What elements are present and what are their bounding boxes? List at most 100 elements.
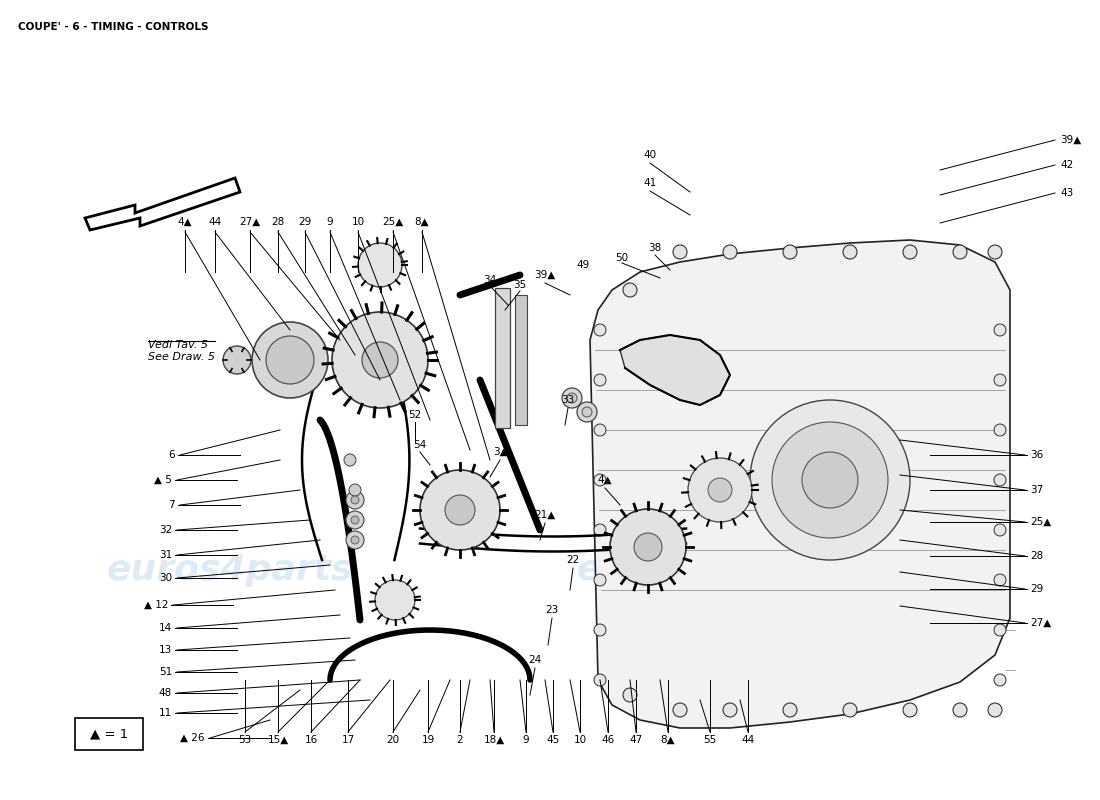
Polygon shape (620, 335, 730, 405)
Polygon shape (590, 240, 1010, 728)
Text: 38: 38 (648, 243, 661, 253)
Text: 9: 9 (327, 217, 333, 227)
Text: 17: 17 (341, 735, 354, 745)
Text: 53: 53 (239, 735, 252, 745)
Text: ▲ = 1: ▲ = 1 (90, 727, 128, 741)
Circle shape (332, 312, 428, 408)
Circle shape (723, 245, 737, 259)
Text: 16: 16 (305, 735, 318, 745)
Circle shape (723, 703, 737, 717)
Text: 46: 46 (602, 735, 615, 745)
Text: 52: 52 (408, 410, 421, 420)
Circle shape (772, 422, 888, 538)
Circle shape (582, 407, 592, 417)
Text: 4▲: 4▲ (178, 217, 192, 227)
Circle shape (223, 346, 251, 374)
Text: 8▲: 8▲ (415, 217, 429, 227)
Text: 22: 22 (566, 555, 580, 565)
Circle shape (802, 452, 858, 508)
Text: 21▲: 21▲ (535, 510, 556, 520)
Circle shape (594, 474, 606, 486)
Circle shape (903, 703, 917, 717)
Text: 41: 41 (644, 178, 657, 188)
Circle shape (994, 624, 1006, 636)
Circle shape (708, 478, 732, 502)
Text: ▲ 5: ▲ 5 (154, 475, 172, 485)
Text: 44: 44 (741, 735, 755, 745)
Text: 11: 11 (158, 708, 172, 718)
Circle shape (994, 324, 1006, 336)
Text: 39▲: 39▲ (1060, 135, 1081, 145)
Text: 27▲: 27▲ (1030, 618, 1052, 628)
Text: 44: 44 (208, 217, 221, 227)
Text: 20: 20 (386, 735, 399, 745)
Circle shape (623, 283, 637, 297)
Text: 10: 10 (573, 735, 586, 745)
Circle shape (346, 531, 364, 549)
Text: euros4parts: euros4parts (576, 553, 823, 587)
Text: 37: 37 (1030, 485, 1043, 495)
Text: 3▲: 3▲ (493, 447, 507, 457)
Text: Vedi Tav. 5
See Draw. 5: Vedi Tav. 5 See Draw. 5 (148, 340, 214, 362)
Text: 47: 47 (629, 735, 642, 745)
Text: 25▲: 25▲ (1030, 517, 1052, 527)
Circle shape (346, 511, 364, 529)
Text: 2: 2 (456, 735, 463, 745)
Text: 39▲: 39▲ (535, 270, 556, 280)
Text: 9: 9 (522, 735, 529, 745)
Circle shape (953, 703, 967, 717)
Circle shape (843, 703, 857, 717)
Circle shape (446, 495, 475, 525)
Circle shape (594, 324, 606, 336)
Circle shape (988, 245, 1002, 259)
Circle shape (594, 374, 606, 386)
Circle shape (673, 703, 688, 717)
Bar (515, 295, 527, 425)
Circle shape (623, 688, 637, 702)
Circle shape (351, 496, 359, 504)
Circle shape (594, 624, 606, 636)
Circle shape (351, 516, 359, 524)
Text: 43: 43 (1060, 188, 1074, 198)
Text: 49: 49 (576, 260, 590, 270)
Circle shape (594, 574, 606, 586)
Circle shape (634, 533, 662, 561)
Circle shape (610, 509, 686, 585)
Circle shape (994, 424, 1006, 436)
Circle shape (994, 674, 1006, 686)
Circle shape (953, 245, 967, 259)
Text: ▲ 12: ▲ 12 (143, 600, 168, 610)
Text: 27▲: 27▲ (240, 217, 261, 227)
Polygon shape (85, 178, 240, 230)
Circle shape (783, 703, 798, 717)
Text: euros4parts: euros4parts (107, 553, 353, 587)
Text: 19: 19 (421, 735, 434, 745)
Circle shape (594, 674, 606, 686)
Text: 31: 31 (158, 550, 172, 560)
Circle shape (994, 474, 1006, 486)
Text: 30: 30 (158, 573, 172, 583)
Text: 25▲: 25▲ (383, 217, 404, 227)
Text: 14: 14 (158, 623, 172, 633)
Circle shape (252, 322, 328, 398)
Text: 35: 35 (514, 280, 527, 290)
Text: 36: 36 (1030, 450, 1043, 460)
Text: ▲ 26: ▲ 26 (180, 733, 205, 743)
Circle shape (358, 243, 402, 287)
Circle shape (266, 336, 314, 384)
Text: 42: 42 (1060, 160, 1074, 170)
Text: 28: 28 (1030, 551, 1043, 561)
Circle shape (420, 470, 500, 550)
Text: 33: 33 (561, 395, 574, 405)
Circle shape (903, 245, 917, 259)
Text: COUPE' - 6 - TIMING - CONTROLS: COUPE' - 6 - TIMING - CONTROLS (18, 22, 209, 32)
Text: 48: 48 (158, 688, 172, 698)
Circle shape (750, 400, 910, 560)
Text: 23: 23 (546, 605, 559, 615)
Circle shape (988, 703, 1002, 717)
Text: 55: 55 (703, 735, 716, 745)
Circle shape (994, 374, 1006, 386)
Circle shape (673, 245, 688, 259)
Circle shape (688, 458, 752, 522)
Text: 34: 34 (483, 275, 496, 285)
